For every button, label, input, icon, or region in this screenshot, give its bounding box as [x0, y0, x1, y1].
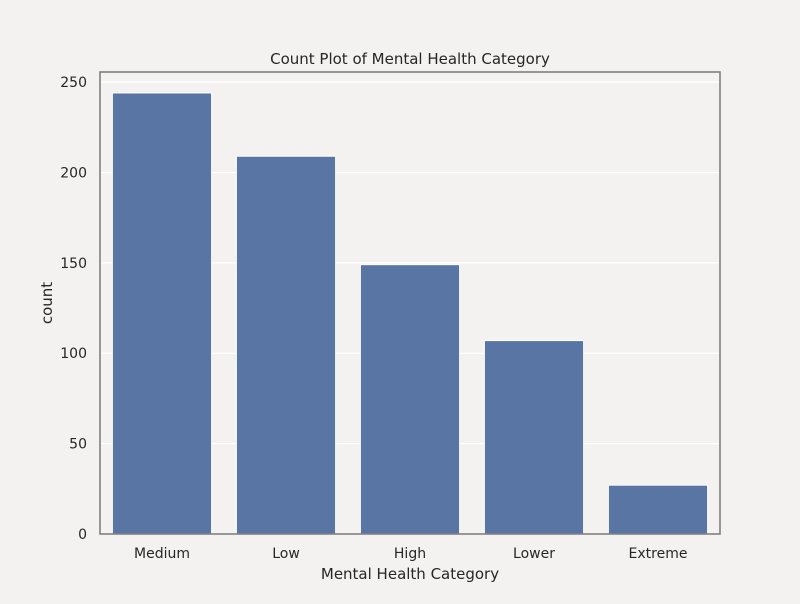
y-tick-label: 200 [60, 165, 87, 181]
x-tick-label: Lower [513, 546, 555, 562]
y-tick-label: 100 [60, 346, 87, 362]
bar-high [359, 264, 461, 535]
y-tick-label: 50 [69, 437, 87, 453]
bars [111, 92, 709, 535]
chart-title: Count Plot of Mental Health Category [270, 50, 550, 68]
bar-extreme [607, 484, 709, 535]
bar-lower [483, 340, 585, 535]
bar-medium [111, 92, 213, 535]
x-tick-label: High [394, 546, 426, 562]
y-tick-label: 250 [60, 75, 87, 91]
x-tick-label: Medium [134, 546, 190, 562]
x-tick-labels: Medium Low High Lower Extreme [134, 546, 687, 562]
y-tick-label: 0 [78, 527, 87, 543]
x-tick-label: Low [272, 546, 300, 562]
y-tick-labels: 0 50 100 150 200 250 [60, 75, 87, 543]
bar-low [235, 155, 337, 535]
axes-frame [99, 71, 721, 535]
y-axis-label: count [38, 282, 56, 324]
x-axis-label: Mental Health Category [321, 565, 499, 583]
y-tick-label: 150 [60, 256, 87, 272]
x-tick-label: Extreme [629, 546, 688, 562]
